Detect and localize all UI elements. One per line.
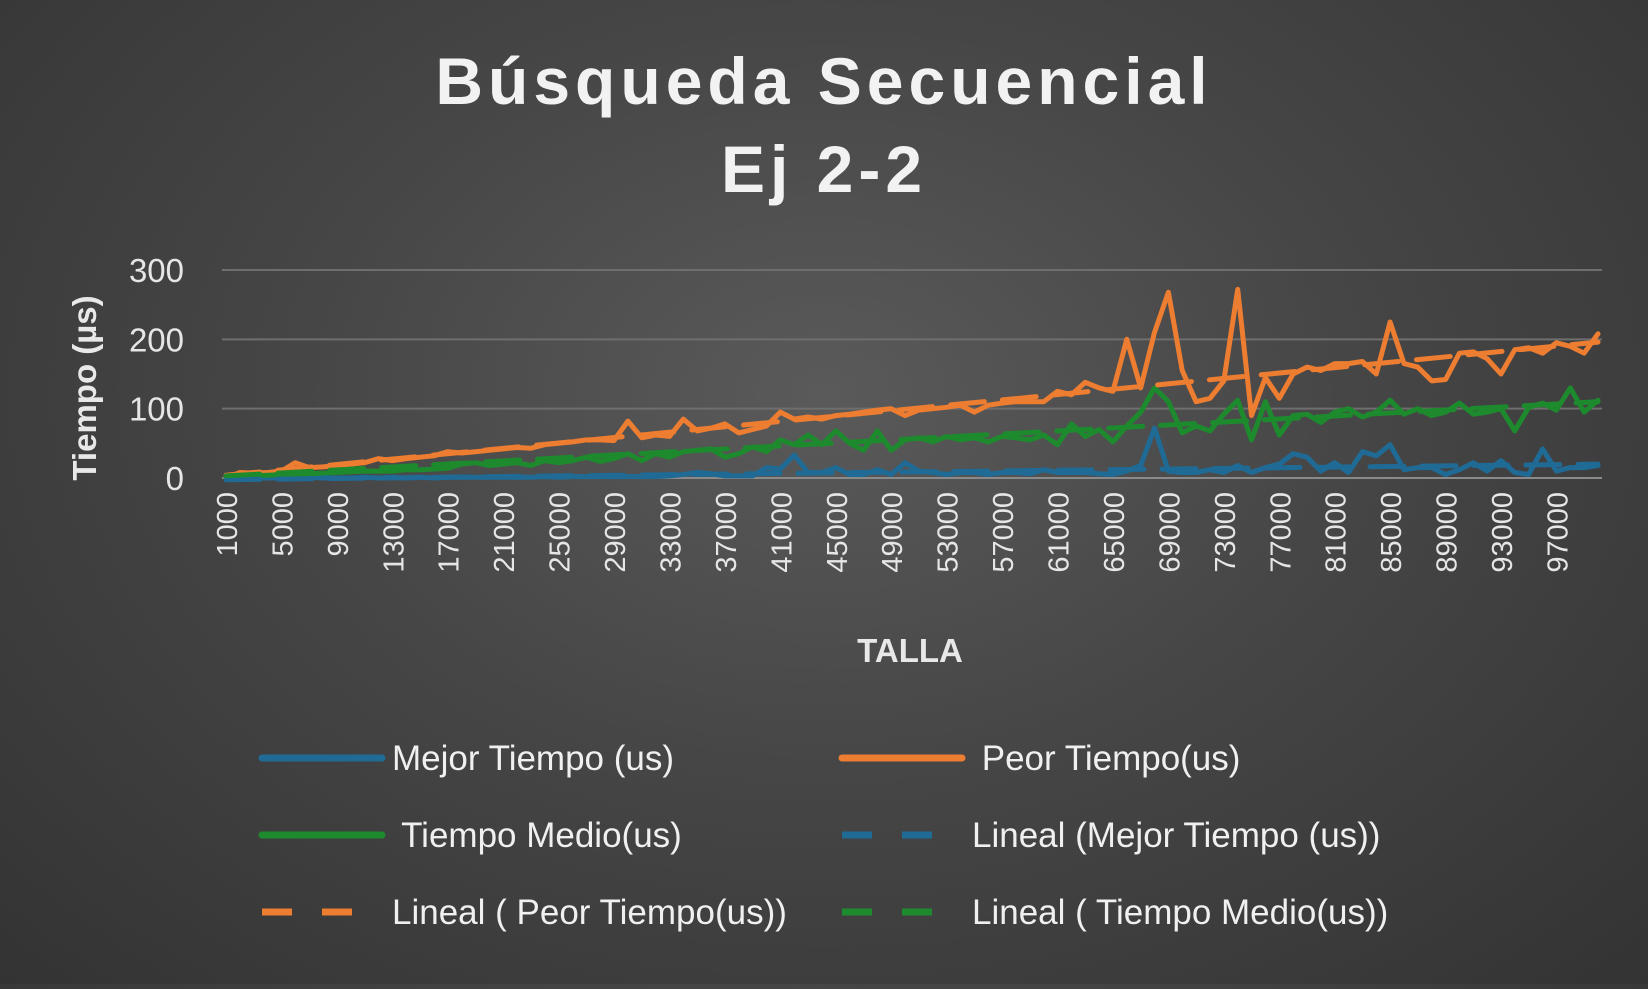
x-tick-label: 1000	[212, 492, 244, 557]
y-axis-title: Tiempo (µs)	[66, 295, 103, 480]
legend-label: Lineal ( Tiempo Medio(us))	[972, 893, 1388, 932]
legend-label: Mejor Tiempo (us)	[392, 739, 674, 778]
x-axis-title: TALLA	[857, 632, 963, 669]
x-tick-label: 69000	[1154, 492, 1186, 573]
x-tick-label: 9000	[323, 492, 355, 557]
x-axis-ticks: 1000 5000 9000 13000 17000 21000 25000 29000 330…	[212, 492, 1574, 573]
x-tick-label: 45000	[822, 492, 854, 573]
legend-label: Lineal ( Peor Tiempo(us))	[392, 893, 787, 932]
legend-item: Tiempo Medio(us)	[258, 816, 682, 855]
x-tick-label: 97000	[1542, 492, 1574, 573]
y-axis-ticks: 0 100 200 300	[129, 252, 184, 497]
x-tick-label: 37000	[711, 492, 743, 573]
trendline	[223, 461, 1601, 483]
y-tick-label: 300	[129, 252, 184, 289]
x-tick-label: 85000	[1376, 492, 1408, 573]
x-tick-label: 17000	[434, 492, 466, 573]
gridlines	[222, 269, 1602, 479]
x-tick-label: 65000	[1099, 492, 1131, 573]
x-tick-label: 49000	[877, 492, 909, 573]
x-tick-label: 25000	[545, 492, 577, 573]
x-tick-label: 21000	[489, 492, 521, 573]
x-tick-label: 5000	[267, 492, 299, 557]
y-tick-label: 0	[166, 460, 184, 497]
y-tick-label: 100	[129, 391, 184, 428]
legend-item: Lineal ( Tiempo Medio(us))	[842, 893, 1388, 932]
x-tick-label: 53000	[933, 492, 965, 573]
series-lines	[223, 286, 1601, 483]
x-tick-label: 73000	[1210, 492, 1242, 573]
legend-item: Peor Tiempo(us)	[838, 739, 1240, 778]
legend-label: Lineal (Mejor Tiempo (us))	[972, 816, 1380, 855]
x-tick-label: 61000	[1044, 492, 1076, 573]
legend: Mejor Tiempo (us) Peor Tiempo(us) Tiempo…	[258, 739, 1388, 932]
x-tick-label: 29000	[600, 492, 632, 573]
legend-item: Mejor Tiempo (us)	[258, 739, 674, 778]
x-tick-label: 41000	[766, 492, 798, 573]
trendline	[223, 339, 1601, 478]
legend-item: Lineal (Mejor Tiempo (us))	[842, 816, 1380, 855]
x-tick-label: 57000	[988, 492, 1020, 573]
legend-item: Lineal ( Peor Tiempo(us))	[262, 893, 787, 932]
chart-title: Búsqueda Secuencial	[435, 44, 1212, 118]
x-tick-label: 93000	[1487, 492, 1519, 573]
x-tick-label: 81000	[1321, 492, 1353, 573]
legend-label: Peor Tiempo(us)	[972, 739, 1240, 778]
x-tick-label: 89000	[1432, 492, 1464, 573]
y-tick-label: 200	[129, 321, 184, 358]
x-tick-label: 13000	[378, 492, 410, 573]
trendline	[223, 399, 1601, 479]
chart-subtitle: Ej 2-2	[721, 132, 927, 206]
x-tick-label: 33000	[655, 492, 687, 573]
x-tick-label: 77000	[1265, 492, 1297, 573]
legend-label: Tiempo Medio(us)	[392, 816, 682, 855]
